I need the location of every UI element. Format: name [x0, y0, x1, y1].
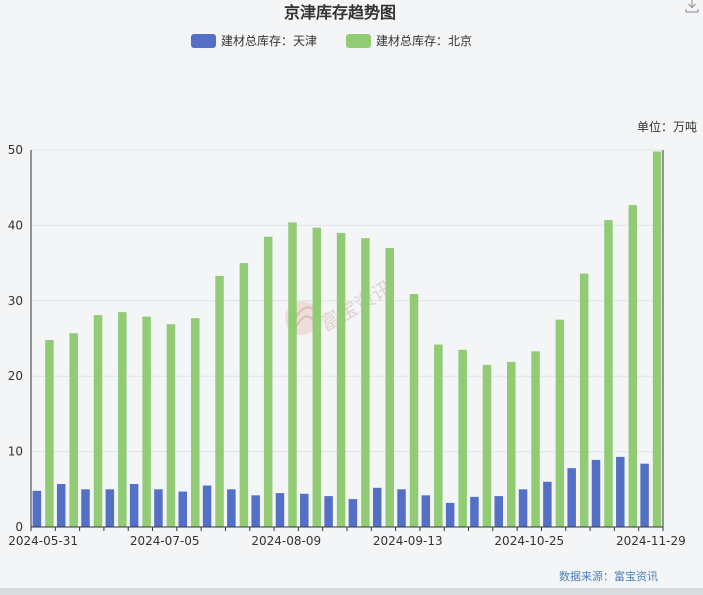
bar[interactable]	[628, 205, 638, 528]
bar[interactable]	[263, 236, 273, 527]
axes: 0 10 20 30 40 50 2024-05-31 2024-07-05 2024-08-0…	[8, 143, 686, 548]
bar[interactable]	[129, 484, 139, 527]
watermark-text: 富宝资讯	[316, 276, 397, 337]
bar[interactable]	[567, 468, 576, 527]
bar[interactable]	[372, 487, 382, 527]
x-tick-label: 2024-05-31	[8, 534, 78, 548]
bar[interactable]	[202, 485, 212, 527]
bar[interactable]	[300, 493, 309, 527]
bar[interactable]	[652, 151, 662, 527]
legend-item-tianjin[interactable]: 建材总库存：天津	[191, 33, 317, 48]
bar[interactable]	[142, 316, 151, 527]
legend: 建材总库存：天津 建材总库存：北京	[191, 33, 472, 48]
x-tick-label: 2024-07-05	[130, 534, 200, 548]
chart-title: 京津库存趋势图	[284, 3, 396, 22]
bar[interactable]	[336, 232, 346, 527]
bar[interactable]	[154, 489, 163, 527]
bar[interactable]	[348, 499, 358, 527]
bar[interactable]	[434, 344, 443, 527]
bar[interactable]	[118, 312, 127, 527]
bar[interactable]	[640, 463, 649, 527]
y-tick-label: 50	[8, 143, 23, 157]
bar[interactable]	[470, 496, 479, 527]
bar[interactable]	[604, 220, 613, 527]
bar[interactable]	[555, 319, 565, 527]
legend-swatch-tianjin	[191, 34, 216, 48]
bars	[32, 151, 662, 528]
bar[interactable]	[397, 489, 406, 527]
bar[interactable]	[93, 315, 103, 527]
x-tick-label: 2024-08-09	[251, 534, 321, 548]
bar[interactable]	[312, 227, 322, 528]
y-tick-label: 0	[15, 520, 23, 534]
bar[interactable]	[543, 481, 552, 527]
bar[interactable]	[105, 489, 115, 527]
bar[interactable]	[178, 491, 188, 527]
bar[interactable]	[227, 489, 236, 527]
series-beijing	[45, 151, 662, 528]
y-tick-label: 40	[8, 218, 23, 232]
legend-swatch-beijing	[346, 34, 371, 48]
bar[interactable]	[45, 340, 54, 527]
bar[interactable]	[616, 456, 625, 527]
bar[interactable]	[251, 495, 260, 527]
bar[interactable]	[385, 248, 394, 527]
bar[interactable]	[32, 490, 42, 527]
bar[interactable]	[494, 496, 504, 527]
series-tianjin	[32, 456, 649, 527]
bar[interactable]	[288, 222, 297, 527]
bar[interactable]	[531, 351, 540, 527]
bar[interactable]	[215, 275, 224, 527]
bar[interactable]	[458, 349, 467, 527]
x-tick-label: 2024-09-13	[373, 534, 443, 548]
bar[interactable]	[81, 489, 90, 527]
source-label: 数据来源：富宝资讯	[559, 569, 658, 583]
bar[interactable]	[409, 294, 419, 527]
download-icon[interactable]	[685, 0, 699, 13]
legend-label-tianjin: 建材总库存：天津	[221, 33, 317, 48]
y-tick-label: 30	[8, 294, 23, 308]
bar[interactable]	[591, 459, 601, 527]
legend-label-beijing: 建材总库存：北京	[376, 33, 472, 48]
bar[interactable]	[275, 493, 285, 527]
legend-item-beijing[interactable]: 建材总库存：北京	[346, 33, 472, 48]
bar[interactable]	[56, 484, 66, 527]
bar[interactable]	[518, 489, 528, 527]
bar[interactable]	[421, 495, 431, 527]
bar[interactable]	[239, 263, 249, 527]
unit-label: 单位：万吨	[637, 119, 697, 134]
bar[interactable]	[579, 273, 589, 527]
bar[interactable]	[69, 333, 78, 527]
y-tick-label: 10	[8, 445, 23, 459]
bar[interactable]	[324, 496, 333, 527]
bottom-scrollbar	[0, 588, 703, 595]
bar[interactable]	[445, 502, 455, 527]
x-tick-label: 2024-11-29	[616, 534, 686, 548]
bar[interactable]	[166, 324, 176, 527]
x-tick-label: 2024-10-25	[494, 534, 564, 548]
bar[interactable]	[507, 361, 516, 527]
y-tick-label: 20	[8, 369, 23, 383]
bar[interactable]	[361, 238, 370, 527]
bar[interactable]	[191, 318, 200, 527]
bar[interactable]	[482, 364, 492, 527]
